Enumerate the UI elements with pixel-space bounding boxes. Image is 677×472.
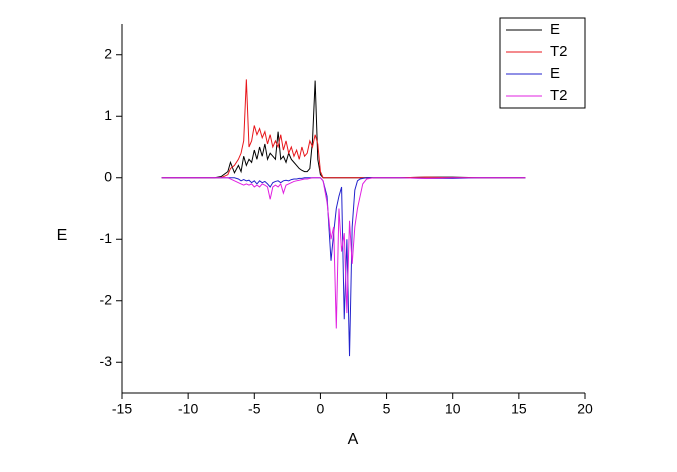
x-tick-label: 0 [317, 401, 325, 417]
y-axis-title: E [57, 227, 68, 244]
y-tick-label: -1 [100, 230, 113, 246]
series-line [161, 80, 526, 179]
series-line [161, 79, 526, 179]
x-tick-label: 15 [511, 401, 527, 417]
x-tick-label: 20 [577, 401, 593, 417]
legend-label: T2 [550, 43, 568, 60]
legend-label: E [550, 21, 560, 38]
series-line [161, 177, 526, 329]
x-tick-label: -5 [248, 401, 261, 417]
y-tick-label: 2 [104, 45, 112, 61]
y-tick-label: 0 [104, 168, 112, 184]
y-tick-label: 1 [104, 107, 112, 123]
x-tick-label: 5 [383, 401, 391, 417]
series-line [161, 177, 526, 357]
y-tick-label: -3 [100, 353, 113, 369]
y-tick-label: -2 [100, 291, 113, 307]
legend-label: T2 [550, 87, 568, 104]
x-tick-label: -15 [112, 401, 132, 417]
x-tick-label: 10 [445, 401, 461, 417]
legend-box [499, 17, 586, 109]
x-tick-label: -10 [178, 401, 198, 417]
x-axis-title: A [348, 431, 359, 448]
legend-label: E [550, 65, 560, 82]
